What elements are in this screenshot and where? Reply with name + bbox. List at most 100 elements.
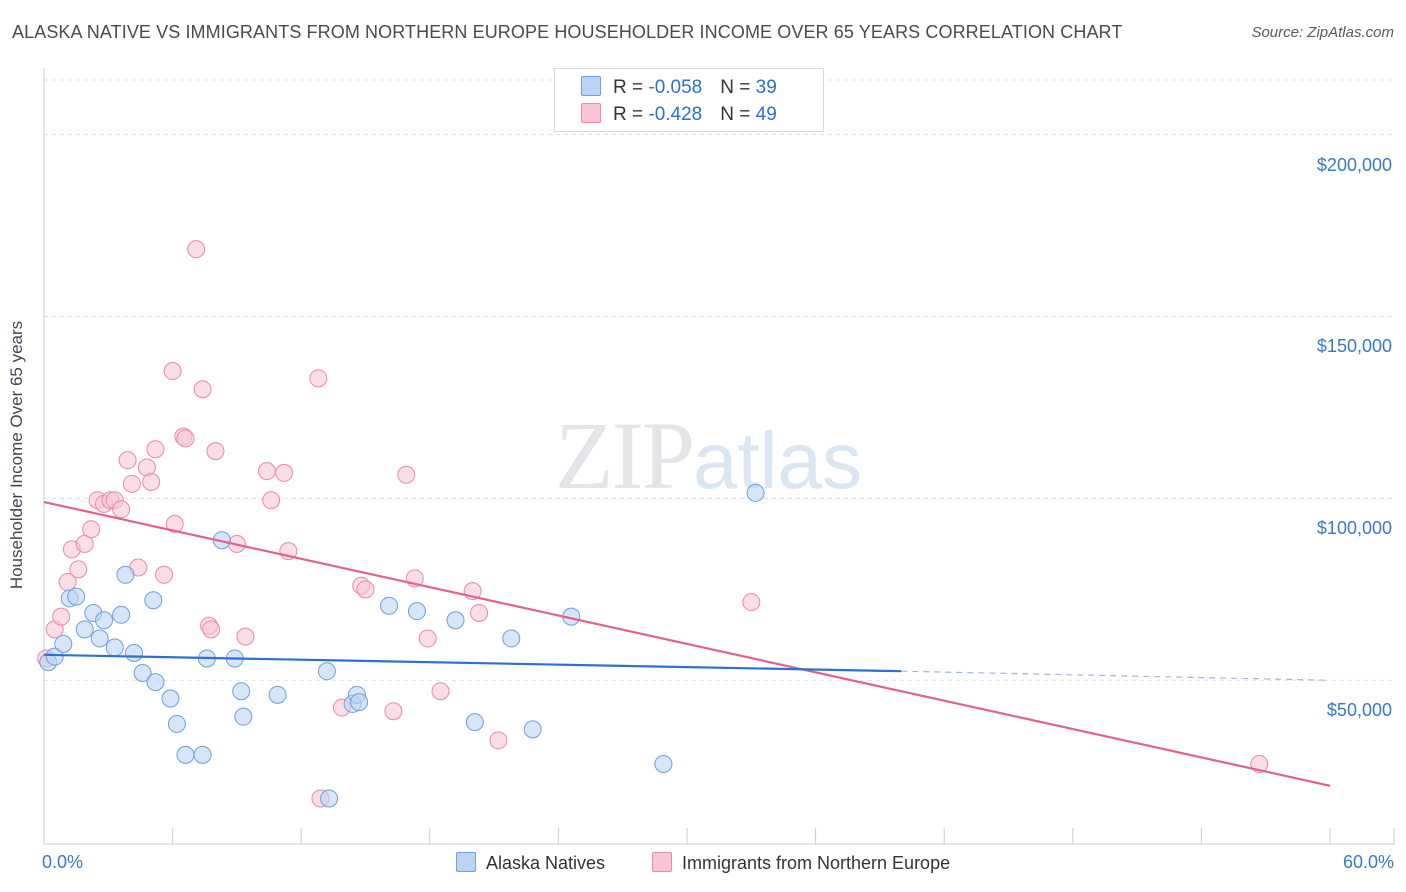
- data-point-immigrants: [489, 731, 508, 750]
- data-point-immigrants: [146, 440, 165, 459]
- data-point-alaska-natives: [54, 634, 73, 653]
- data-point-alaska-natives: [234, 707, 253, 726]
- source-credit: Source: ZipAtlas.com: [1251, 24, 1394, 41]
- data-point-immigrants: [155, 565, 174, 584]
- bottom-legend-label: Immigrants from Northern Europe: [682, 853, 951, 873]
- data-point-immigrants: [742, 593, 761, 612]
- legend-r-label: R =: [613, 104, 649, 125]
- y-tick-label: $100,000: [1316, 518, 1392, 539]
- legend-r-value: -0.058: [648, 77, 703, 98]
- data-point-immigrants: [309, 369, 328, 388]
- data-point-immigrants: [163, 362, 182, 381]
- bottom-legend-label: Alaska Natives: [486, 853, 606, 873]
- legend-n-value: 49: [755, 104, 777, 125]
- data-point-alaska-natives: [523, 720, 542, 739]
- data-point-alaska-natives: [116, 565, 135, 584]
- y-tick-label: $200,000: [1316, 154, 1392, 175]
- data-point-immigrants: [122, 474, 141, 493]
- data-point-alaska-natives: [407, 602, 426, 621]
- trend-line-immigrants: [43, 500, 1331, 787]
- data-point-alaska-natives: [654, 754, 673, 773]
- data-point-alaska-natives: [232, 682, 251, 701]
- data-point-immigrants: [236, 627, 255, 646]
- y-axis-label: Householder Income Over 65 years: [7, 320, 26, 590]
- data-point-immigrants: [431, 682, 450, 701]
- trend-line-alaska-natives: [43, 653, 902, 673]
- chart-title: ALASKA NATIVE VS IMMIGRANTS FROM NORTHER…: [12, 22, 1123, 42]
- legend-n-label: N =: [720, 104, 756, 125]
- data-point-alaska-natives: [67, 587, 86, 606]
- data-point-alaska-natives: [144, 591, 163, 610]
- data-point-immigrants: [193, 380, 212, 399]
- data-point-alaska-natives: [193, 745, 212, 764]
- data-point-immigrants: [165, 514, 184, 533]
- data-point-immigrants: [257, 462, 276, 481]
- legend-swatch-pink: [581, 103, 601, 123]
- watermark: ZIPatlas: [555, 400, 862, 511]
- data-point-alaska-natives: [146, 673, 165, 692]
- data-point-alaska-natives: [320, 789, 339, 808]
- data-point-immigrants: [206, 442, 225, 461]
- data-point-alaska-natives: [161, 689, 180, 708]
- axes: [43, 68, 1395, 845]
- data-point-immigrants: [52, 607, 71, 626]
- data-point-alaska-natives: [75, 620, 94, 639]
- data-point-alaska-natives: [112, 605, 131, 624]
- data-point-alaska-natives: [45, 647, 64, 666]
- grid-lines: [44, 79, 1394, 681]
- y-tick-label: $50,000: [1326, 700, 1392, 721]
- data-point-immigrants: [384, 702, 403, 721]
- data-point-immigrants: [176, 429, 195, 448]
- legend-row-alaska-natives: R = -0.058 N = 39: [581, 76, 777, 99]
- data-point-immigrants: [118, 451, 137, 470]
- y-tick-label: $150,000: [1316, 336, 1392, 357]
- legend-n-value: 39: [755, 77, 777, 98]
- trend-lines: [43, 500, 1331, 787]
- series-alaska-natives: [39, 483, 765, 808]
- data-point-alaska-natives: [268, 685, 287, 704]
- legend-swatch-blue: [581, 76, 601, 96]
- bottom-legend-swatch-pink: [652, 852, 672, 872]
- watermark-atlas: atlas: [693, 416, 862, 505]
- legend-r-label: R =: [613, 77, 649, 98]
- data-point-alaska-natives: [167, 714, 186, 733]
- data-point-alaska-natives: [176, 745, 195, 764]
- data-point-immigrants: [418, 629, 437, 648]
- watermark-zip: ZIP: [555, 402, 695, 509]
- series-immigrants-northern-europe: [37, 240, 1269, 808]
- bottom-legend-immigrants: Immigrants from Northern Europe: [652, 852, 950, 874]
- legend-n-label: N =: [720, 77, 756, 98]
- data-point-immigrants: [82, 520, 101, 539]
- trend-line-alaska-natives-extension: [901, 670, 1331, 681]
- data-point-immigrants: [397, 465, 416, 484]
- correlation-legend: R = -0.058 N = 39 R = -0.428 N = 49: [554, 68, 824, 132]
- x-tick-min: 0.0%: [42, 852, 84, 872]
- x-tick-max: 60.0%: [1342, 852, 1394, 872]
- data-point-alaska-natives: [95, 611, 114, 630]
- data-point-alaska-natives: [125, 644, 144, 662]
- legend-r-value: -0.428: [648, 104, 703, 125]
- data-point-alaska-natives: [380, 596, 399, 615]
- data-point-immigrants: [187, 240, 206, 259]
- data-point-alaska-natives: [465, 713, 484, 732]
- data-point-alaska-natives: [350, 693, 369, 712]
- data-point-alaska-natives: [317, 662, 336, 681]
- data-point-immigrants: [69, 560, 88, 579]
- data-point-alaska-natives: [746, 483, 765, 502]
- data-point-immigrants: [202, 620, 221, 639]
- data-point-alaska-natives: [502, 629, 521, 648]
- data-point-alaska-natives: [133, 664, 152, 683]
- data-point-immigrants: [275, 463, 294, 482]
- bottom-legend-swatch-blue: [456, 852, 476, 872]
- data-point-immigrants: [142, 473, 161, 492]
- data-point-immigrants: [470, 603, 489, 622]
- data-point-alaska-natives: [446, 611, 465, 630]
- data-point-alaska-natives: [105, 638, 124, 657]
- bottom-legend-alaska-natives: Alaska Natives: [456, 852, 605, 874]
- data-point-immigrants: [262, 491, 281, 510]
- data-point-immigrants: [356, 580, 375, 599]
- data-point-immigrants: [112, 500, 131, 519]
- data-point-alaska-natives: [90, 629, 109, 648]
- legend-row-immigrants: R = -0.428 N = 49: [581, 103, 777, 126]
